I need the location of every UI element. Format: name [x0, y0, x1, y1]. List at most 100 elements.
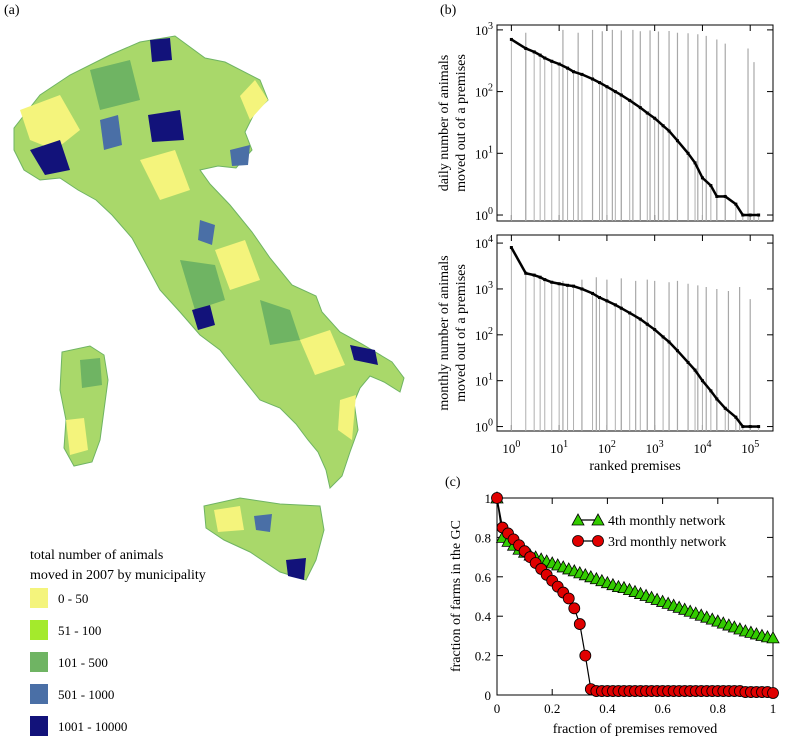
monthly-axis-ticks: 100 101 102 103 104 100 101 102 103 104 105: [475, 234, 773, 456]
data-point: [667, 129, 671, 133]
data-segment: [694, 369, 704, 382]
data-point: [723, 194, 727, 198]
series-marker: [562, 592, 575, 605]
data-point: [605, 299, 609, 303]
x-tick-label: 103: [646, 439, 664, 456]
dark-patch: [230, 145, 250, 166]
data-segment: [715, 398, 727, 410]
data-point: [566, 283, 570, 287]
gc-legend: 4th monthly network 3rd monthly network: [571, 513, 726, 550]
legend-swatch: [30, 716, 48, 736]
yellow-patch: [214, 506, 244, 532]
data-point: [613, 303, 617, 307]
legend-marker: [571, 513, 585, 526]
y-tick-label: 0.8: [475, 530, 491, 545]
legend-label: 3rd monthly network: [608, 535, 726, 550]
x-tick-label: 0.4: [599, 701, 616, 716]
monthly-ylabel-line1: monthly number of animals: [437, 255, 452, 410]
data-point: [591, 77, 595, 81]
data-segment: [687, 152, 697, 164]
data-segment: [701, 379, 712, 392]
yellow-patch: [215, 240, 260, 290]
data-point: [538, 53, 542, 57]
y-tick-label: 1: [485, 491, 492, 506]
daily-ylabel-line2: moved out of a premises: [454, 54, 469, 192]
data-point: [532, 273, 536, 277]
data-point: [628, 311, 632, 315]
data-point: [613, 90, 617, 94]
data-point: [748, 425, 752, 429]
data-segment: [693, 162, 704, 179]
yellow-patch: [240, 80, 268, 120]
y-tick-label: 0: [485, 688, 492, 703]
dark-patch: [254, 514, 272, 532]
data-point: [628, 98, 632, 102]
legend-title-line2: moved in 2007 by municipality: [30, 568, 206, 583]
data-point: [543, 56, 547, 60]
x-tick-label: 104: [693, 439, 711, 456]
data-point: [591, 291, 595, 295]
data-segment: [724, 195, 737, 206]
data-point: [645, 111, 649, 115]
data-point: [653, 328, 657, 332]
yellow-patch: [140, 150, 190, 200]
panel-label-b: (b): [440, 3, 457, 18]
data-segment: [510, 38, 527, 50]
data-point: [661, 335, 665, 339]
yellow-patch: [300, 330, 345, 375]
dark-patch: [150, 38, 172, 62]
data-point: [686, 360, 690, 364]
data-point: [572, 70, 576, 74]
daily-ylabel-line1: daily number of animals: [437, 55, 452, 191]
daily-axis-ticks: 100 101 102 103: [475, 21, 773, 223]
data-point: [566, 66, 570, 70]
legend-label: 4th monthly network: [608, 514, 725, 529]
data-point: [686, 151, 690, 155]
legend-marker: [591, 513, 605, 526]
y-tick-label: 103: [475, 280, 493, 297]
data-point: [741, 425, 745, 429]
legend-title-line1: total number of animals: [30, 548, 163, 563]
y-tick-label: 101: [475, 144, 493, 161]
data-point: [734, 202, 738, 206]
data-point: [693, 368, 697, 372]
data-point: [509, 246, 513, 250]
y-tick-label: 103: [475, 21, 493, 38]
legend-swatch: [30, 588, 48, 608]
dark-patch: [192, 305, 215, 330]
green-patch: [260, 300, 300, 345]
data-point: [700, 176, 704, 180]
data-point: [653, 116, 657, 120]
series-marker: [568, 602, 581, 615]
green-patch: [80, 358, 102, 388]
x-tick-label: 100: [502, 439, 520, 456]
data-point: [543, 278, 547, 282]
series-marker: [573, 618, 586, 630]
monthly-xlabel: ranked premises: [589, 459, 680, 474]
data-point: [538, 275, 542, 279]
data-point: [715, 194, 719, 198]
legend-items: 0 - 50 51 - 100 101 - 500 501 - 1000 1001 - …: [30, 588, 127, 736]
chart-daily: 100 101 102 103 daily number of animals mov…: [437, 21, 774, 223]
data-point: [598, 81, 602, 85]
series-marker: [579, 649, 592, 662]
data-point: [757, 213, 761, 217]
y-tick-label: 100: [475, 418, 493, 435]
data-point: [741, 213, 745, 217]
legend-marker: [572, 535, 584, 547]
legend-label: 501 - 1000: [58, 687, 114, 702]
data-segment: [734, 416, 744, 428]
data-point: [524, 46, 528, 50]
legend-label: 101 - 500: [58, 655, 108, 670]
data-point: [667, 340, 671, 344]
legend-label: 0 - 50: [58, 591, 88, 606]
italy-map: [13, 35, 405, 581]
series-marker: [766, 631, 780, 644]
green-patch: [180, 260, 225, 310]
data-point: [645, 322, 649, 326]
x-tick-label: 0.2: [544, 701, 560, 716]
data-point: [723, 406, 727, 410]
legend-swatch: [30, 620, 48, 640]
plot-frame-monthly: [496, 234, 774, 432]
y-tick-label: 100: [475, 206, 493, 223]
